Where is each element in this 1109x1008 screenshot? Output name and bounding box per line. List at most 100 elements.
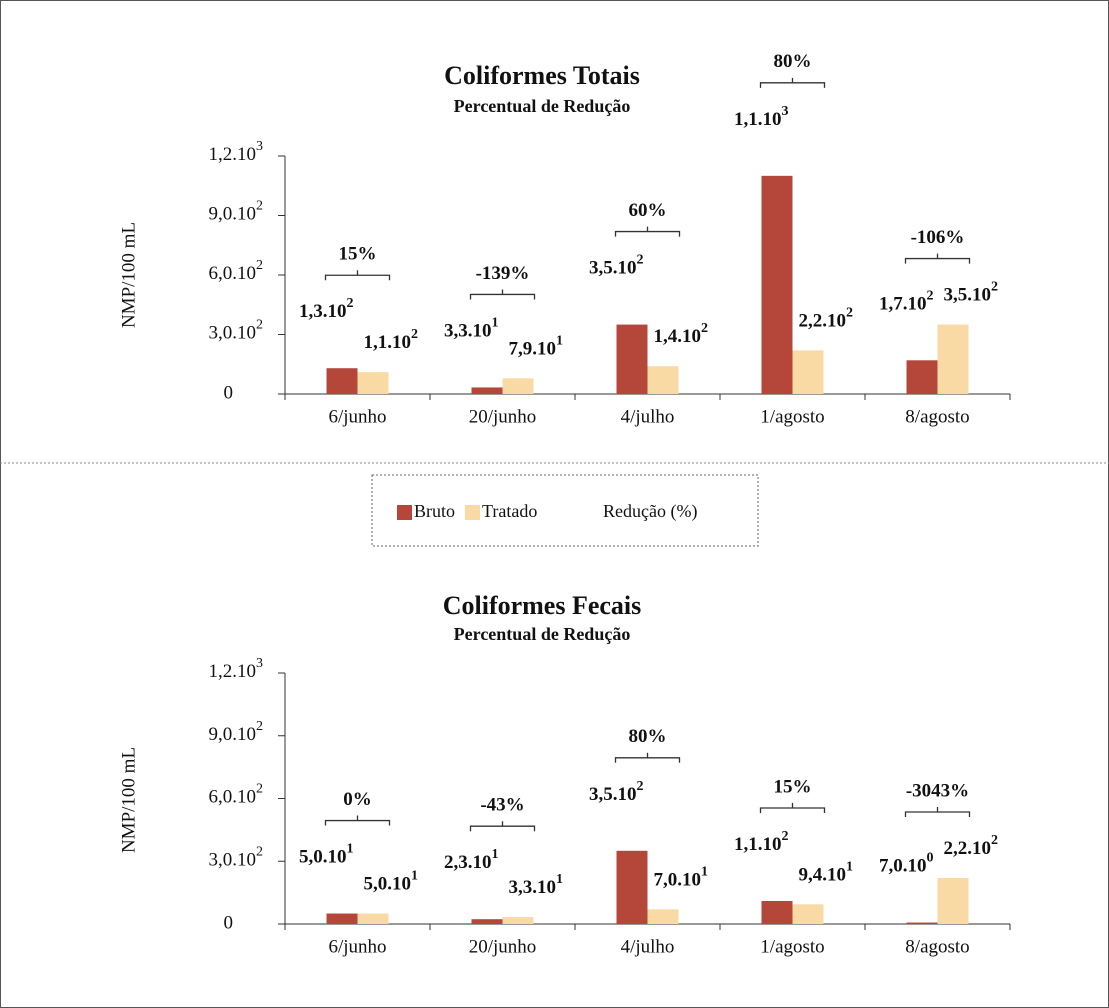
y-tick-label: 9,0.102 — [209, 199, 264, 225]
reduction-label: 60% — [629, 200, 667, 221]
value-label-exp: 3 — [782, 104, 789, 119]
value-label: 7,9.101 — [509, 334, 564, 360]
y-tick-label-exp: 3 — [256, 139, 263, 154]
value-label-exp: 2 — [991, 280, 998, 295]
bar — [616, 850, 648, 924]
value-label-exp: 2 — [411, 327, 418, 342]
reduction-bracket — [759, 802, 826, 813]
value-label-base: 1,1.10 — [734, 834, 782, 855]
legend-swatch — [465, 505, 480, 520]
reduction-bracket — [759, 77, 826, 88]
y-tick-label-base: 1,2.10 — [209, 661, 257, 682]
value-label-exp: 1 — [347, 842, 354, 857]
reduction-bracket — [469, 289, 536, 300]
value-label-base: 7,9.10 — [509, 339, 557, 360]
value-label-base: 7,0.10 — [879, 856, 927, 877]
value-label-exp: 1 — [556, 334, 563, 349]
value-label-exp: 2 — [637, 779, 644, 794]
value-label: 7,0.100 — [879, 851, 934, 877]
y-tick-label-exp: 2 — [256, 258, 263, 273]
value-label: 5,0.101 — [299, 842, 354, 868]
value-label-exp: 1 — [492, 316, 499, 331]
value-label: 3,5.102 — [589, 779, 644, 805]
reduction-bracket — [904, 253, 971, 264]
reduction-label: 80% — [629, 726, 667, 747]
bar — [906, 360, 938, 394]
bar — [471, 387, 503, 394]
value-label-base: 3,3.10 — [509, 877, 557, 898]
value-label: 3,3.101 — [444, 316, 499, 342]
value-label-base: 1,7.10 — [879, 294, 927, 315]
x-tick-label: 1/agosto — [760, 936, 824, 957]
value-label-base: 3,5.10 — [589, 258, 637, 279]
value-label: 1,1.102 — [364, 327, 419, 353]
value-label-base: 1,1.10 — [364, 333, 412, 354]
x-tick-label: 8/agosto — [905, 936, 969, 957]
value-label: 9,4.101 — [799, 860, 854, 886]
y-tick-label: 1,2.103 — [209, 139, 264, 165]
value-label: 3,5.102 — [944, 280, 999, 306]
y-tick-label-base: 9,0.10 — [209, 724, 257, 745]
value-label: 1,7.102 — [879, 289, 934, 315]
bar — [792, 350, 824, 394]
value-label: 1,1.103 — [734, 104, 789, 130]
x-tick-label: 6/junho — [328, 406, 386, 427]
y-tick-label: 3,0.102 — [209, 318, 264, 344]
value-label-exp: 2 — [846, 306, 853, 321]
x-tick-label: 4/julho — [621, 936, 675, 957]
bar — [502, 917, 534, 924]
value-label: 1,3.102 — [299, 296, 354, 322]
chart-title: Coliformes Totais — [444, 61, 640, 90]
reduction-label: -43% — [480, 795, 524, 816]
x-tick-label: 1/agosto — [760, 406, 824, 427]
value-label: 3,3.101 — [509, 872, 564, 898]
legend-label: Tratado — [482, 501, 537, 521]
bar — [357, 913, 389, 924]
value-label: 7,0.101 — [654, 865, 709, 891]
value-label-exp: 1 — [556, 872, 563, 887]
legend-box — [371, 474, 759, 547]
y-tick-label: 9,0.102 — [209, 719, 264, 745]
y-tick-label-base: 3,0.10 — [209, 323, 257, 344]
y-tick-label: 6,0.102 — [209, 258, 264, 284]
reduction-label: -106% — [911, 227, 965, 248]
bar — [937, 324, 969, 394]
legend-label: Bruto — [414, 501, 455, 521]
value-label-base: 9,4.10 — [799, 865, 847, 886]
bar — [326, 368, 358, 394]
reduction-label: 15% — [339, 244, 377, 265]
reduction-bracket — [614, 752, 681, 763]
value-label-base: 1,3.10 — [299, 302, 347, 323]
bar — [761, 900, 793, 924]
value-label-base: 7,0.10 — [654, 870, 702, 891]
bar — [357, 372, 389, 394]
value-label-exp: 2 — [991, 833, 998, 848]
x-tick-label: 6/junho — [328, 936, 386, 957]
value-label-exp: 1 — [411, 869, 418, 884]
y-tick-label: 1,2.103 — [209, 656, 264, 682]
legend-swatch — [397, 505, 412, 520]
value-label: 2,2.102 — [799, 306, 854, 332]
bar — [761, 175, 793, 394]
y-axis-label: NMP/100 mL — [118, 747, 139, 853]
value-label-base: 3,5.10 — [944, 285, 992, 306]
reduction-bracket — [904, 806, 971, 817]
reduction-label: 0% — [343, 789, 372, 810]
value-label-base: 5,0.10 — [299, 847, 347, 868]
value-label-base: 1,1.10 — [734, 109, 782, 130]
y-tick-label-base: 3,0.10 — [209, 850, 257, 871]
bar — [906, 922, 938, 924]
y-tick-label-base: 6,0.10 — [209, 787, 257, 808]
bar — [502, 378, 534, 394]
legend-label: Redução (%) — [603, 501, 697, 522]
reduction-bracket — [324, 270, 391, 281]
value-label-base: 2,3.10 — [444, 853, 492, 874]
x-tick-label: 20/junho — [469, 936, 537, 957]
y-tick-label-exp: 2 — [256, 719, 263, 734]
value-label-base: 3,3.10 — [444, 321, 492, 342]
y-tick-label-exp: 2 — [256, 844, 263, 859]
value-label-base: 3,5.10 — [589, 784, 637, 805]
chart-subtitle: Percentual de Redução — [454, 624, 631, 644]
value-label-exp: 1 — [492, 847, 499, 862]
